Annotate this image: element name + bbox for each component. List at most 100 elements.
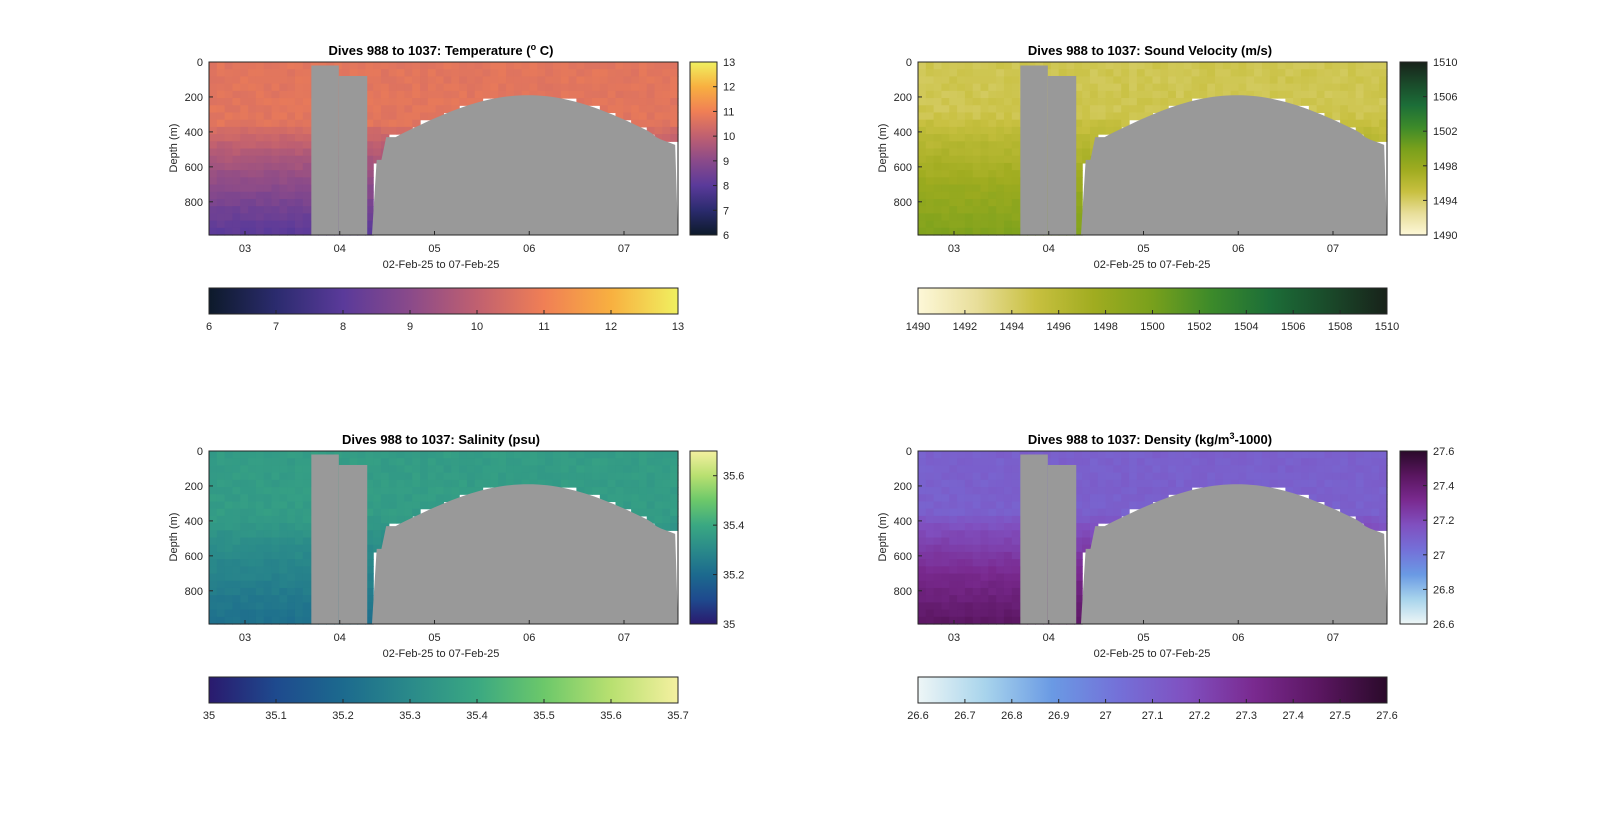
- heatmap-cell: [545, 451, 554, 459]
- heatmap-cell: [957, 213, 966, 222]
- colorbar-tick-label: 11: [723, 106, 734, 118]
- heatmap-cell: [933, 112, 943, 121]
- heatmap-cell: [1003, 530, 1013, 539]
- heatmap-cell: [287, 76, 296, 85]
- heatmap-cell: [1082, 126, 1091, 135]
- heatmap-cell: [216, 551, 226, 560]
- heatmap-cell: [964, 134, 974, 142]
- heatmap-cell: [1003, 206, 1013, 214]
- heatmap-cell: [373, 155, 382, 164]
- heatmap-cell: [263, 198, 273, 207]
- heatmap-cell: [568, 472, 577, 481]
- heatmap-cell: [607, 487, 617, 495]
- heatmap-cell: [980, 451, 989, 459]
- heatmap-cell: [388, 515, 398, 524]
- heatmap-cell: [294, 566, 304, 575]
- heatmap-cell: [1097, 90, 1107, 99]
- colorbar-tick-label: 1506: [1433, 92, 1457, 104]
- heatmap-cell: [248, 515, 257, 524]
- heatmap-cell: [263, 487, 273, 495]
- heatmap-cell: [1355, 98, 1365, 106]
- heatmap-cell: [240, 515, 249, 524]
- heatmap-cell: [396, 479, 406, 488]
- heatmap-cell: [925, 602, 935, 611]
- no-data-region: [367, 95, 678, 235]
- heatmap-cell: [1183, 479, 1193, 488]
- heatmap-cell: [1316, 451, 1326, 459]
- heatmap-cell: [420, 90, 429, 99]
- heatmap-cell: [1160, 105, 1169, 114]
- heatmap-cell: [1207, 90, 1216, 99]
- heatmap-cell: [1363, 487, 1372, 495]
- heatmap-cell: [279, 98, 288, 106]
- heatmap-cell: [1355, 105, 1365, 114]
- heatmap-cell: [263, 595, 273, 603]
- heatmap-cell: [404, 479, 413, 488]
- heatmap-cell: [996, 90, 1005, 99]
- heatmap-cell: [996, 523, 1005, 531]
- heatmap-cell: [380, 465, 390, 474]
- heatmap-cell: [607, 62, 617, 70]
- heatmap-cell: [224, 141, 234, 150]
- heatmap-cell: [279, 148, 288, 157]
- heatmap-cell: [988, 213, 997, 222]
- heatmap-cell: [933, 580, 943, 589]
- heatmap-cell: [240, 177, 249, 186]
- heatmap-cell: [1136, 69, 1146, 78]
- heatmap-cell: [388, 62, 398, 70]
- heatmap-cell: [341, 451, 351, 459]
- heatmap-cell: [584, 76, 593, 85]
- heatmap-cell: [662, 451, 671, 459]
- heatmap-cell: [1113, 105, 1122, 114]
- heatmap-cell: [287, 227, 296, 236]
- heatmap-cell: [988, 155, 997, 164]
- heatmap-cell: [662, 62, 671, 70]
- heatmap-cell: [1363, 119, 1372, 128]
- heatmap-cell: [988, 162, 997, 171]
- heatmap-cell: [957, 184, 966, 193]
- heatmap-cell: [240, 90, 249, 99]
- heatmap-cell: [646, 69, 656, 78]
- x-tick-label: 06: [523, 243, 535, 255]
- heatmap-cell: [1082, 69, 1091, 78]
- heatmap-cell: [1222, 472, 1232, 481]
- heatmap-cell: [662, 69, 671, 78]
- heatmap-cell: [255, 458, 265, 467]
- heatmap-cell: [957, 191, 966, 200]
- colorbar-tick-label: 9: [407, 321, 413, 333]
- heatmap-cell: [240, 112, 249, 121]
- heatmap-cell: [255, 126, 265, 135]
- heatmap-cell: [248, 508, 257, 517]
- heatmap-cell: [1379, 472, 1388, 481]
- heatmap-cell: [1379, 112, 1388, 121]
- heatmap-cell: [1113, 487, 1122, 495]
- heatmap-cell: [1089, 458, 1099, 467]
- heatmap-cell: [1363, 451, 1372, 459]
- heatmap-cell: [949, 580, 958, 589]
- y-tick-label: 600: [185, 551, 203, 563]
- heatmap-cell: [988, 105, 997, 114]
- heatmap-cell: [1254, 69, 1263, 78]
- heatmap-cell: [941, 559, 950, 567]
- heatmap-cell: [1003, 451, 1013, 459]
- heatmap-cell: [1301, 62, 1310, 70]
- heatmap-cell: [466, 62, 476, 70]
- heatmap-cell: [302, 479, 312, 488]
- heatmap-cell: [404, 472, 413, 481]
- heatmap-cell: [1011, 465, 1021, 474]
- colorbar-fill: [917, 287, 1388, 315]
- heatmap-cell: [662, 487, 671, 495]
- heatmap-cell: [529, 479, 538, 488]
- heatmap-cell: [263, 90, 273, 99]
- heatmap-cell: [964, 487, 974, 495]
- heatmap-cell: [1129, 83, 1138, 92]
- heatmap-cell: [380, 515, 390, 524]
- heatmap-cell: [232, 155, 241, 164]
- heatmap-cell: [560, 472, 570, 481]
- heatmap-cell: [654, 112, 663, 121]
- heatmap-cell: [224, 126, 234, 135]
- heatmap-cell: [607, 98, 617, 106]
- heatmap-cell: [506, 465, 515, 474]
- heatmap-cell: [1074, 530, 1083, 539]
- heatmap-cell: [279, 515, 288, 524]
